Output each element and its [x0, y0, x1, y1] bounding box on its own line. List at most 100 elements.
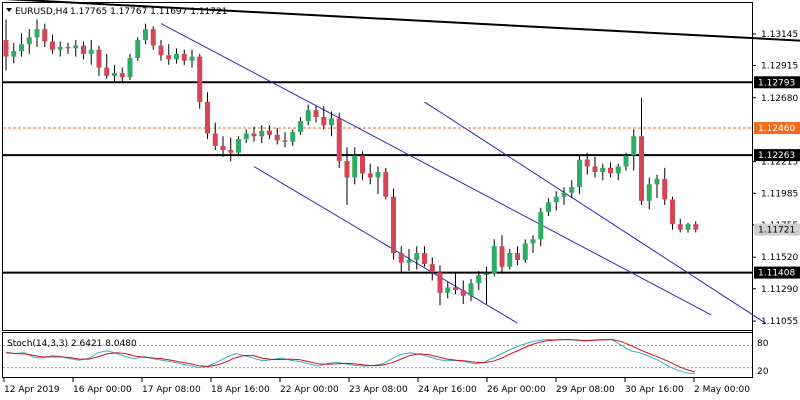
stoch-level-low-label: 20 [757, 367, 769, 377]
bear-candle [367, 173, 373, 178]
x-tick-label: 29 Apr 08:00 [556, 385, 615, 395]
bear-candle [499, 246, 505, 267]
bull-candle [174, 53, 179, 60]
bull-candle [600, 167, 606, 172]
bear-candle [197, 56, 203, 102]
y-tick-label: 1.13145 [761, 30, 798, 40]
ohlc-readout: 1.17765 1.17767 1.11697 1.11721 [70, 7, 227, 17]
bull-candle [476, 275, 482, 284]
bull-candle [577, 159, 582, 188]
x-tick-label: 30 Apr 16:00 [625, 385, 684, 395]
bull-candle [631, 136, 637, 156]
trendlines [4, 0, 800, 324]
bull-candle [290, 132, 296, 142]
bear-candle [104, 67, 110, 76]
bear-candle [267, 130, 272, 135]
bear-candle [360, 155, 365, 174]
bear-candle [344, 161, 350, 178]
bull-candle [259, 130, 265, 137]
level-price-box [754, 149, 800, 162]
bear-candle [205, 101, 210, 134]
bull-candle [491, 246, 497, 274]
bull-candle [522, 243, 528, 260]
bear-candle [437, 272, 443, 293]
bull-candle [538, 211, 544, 240]
level-price-label: 1.11408 [758, 269, 795, 279]
bear-candle [677, 224, 683, 230]
bull-candle [530, 239, 536, 244]
bull-candle [553, 196, 559, 203]
bull-candle [26, 37, 32, 45]
bear-candle [212, 133, 218, 146]
bear-candle [391, 196, 396, 254]
bull-candle [329, 118, 334, 126]
bear-candle [181, 53, 187, 61]
bear-candle [42, 29, 48, 42]
bull-candle [468, 283, 474, 296]
bear-candle [321, 117, 327, 126]
bear-candle [96, 49, 102, 68]
x-tick-label: 16 Apr 00:00 [73, 385, 132, 395]
bear-candle [460, 290, 466, 296]
bull-candle [127, 57, 133, 78]
stoch-label: Stoch(14,3,3) 2.6421 8.0480 [7, 339, 137, 349]
symbol-label: EURUSD,H4 [15, 7, 68, 17]
time-axis: 12 Apr 2019 16 Apr 00:00 17 Apr 08:00 18 Ap… [3, 378, 750, 395]
bull-candle [375, 171, 381, 178]
descending-trendline [4, 0, 800, 42]
bull-candle [484, 273, 489, 276]
stoch-level-high-label: 80 [757, 339, 769, 349]
bear-candle [274, 134, 280, 141]
bear-candle [158, 45, 164, 56]
bear-candle [662, 178, 668, 200]
bear-candle [383, 171, 389, 197]
x-tick-label: 2 May 00:00 [694, 385, 750, 395]
y-tick-label: 1.11520 [761, 253, 798, 263]
bull-candle [654, 178, 660, 185]
chevron-down-icon[interactable] [6, 8, 12, 12]
x-tick-label: 24 Apr 16:00 [418, 385, 477, 395]
bull-candle [445, 287, 451, 293]
bull-candle [569, 187, 575, 193]
y-tick-label: 1.11290 [761, 285, 798, 295]
channel-line [424, 101, 766, 324]
level-price-box [754, 76, 800, 89]
bull-candle [646, 184, 652, 201]
current-price-box [754, 223, 800, 236]
stoch-signal-line [5, 338, 696, 373]
bull-candle [236, 139, 241, 153]
x-tick-label: 26 Apr 00:00 [487, 385, 546, 395]
level-price-box [754, 266, 800, 279]
bull-candle [352, 155, 358, 178]
bear-candle [670, 199, 675, 225]
bear-candle [336, 118, 342, 162]
level-price-label: 1.12263 [758, 151, 795, 161]
bear-candle [398, 253, 404, 263]
price-axis: 1.13145 1.12915 1.12680 1.12215 1.11985 1.117… [752, 30, 800, 327]
bear-candle [119, 73, 125, 78]
bear-candle [639, 136, 644, 201]
bull-candle [11, 51, 17, 57]
bull-candle [73, 45, 79, 49]
bear-candle [693, 224, 699, 230]
current-price-label: 1.11721 [758, 226, 795, 236]
bull-candle [57, 46, 63, 50]
bear-candle [65, 46, 71, 49]
bull-candle [19, 44, 24, 52]
bear-candle [608, 167, 613, 174]
bull-candle [34, 29, 40, 38]
x-tick-label: 22 Apr 00:00 [280, 385, 339, 395]
x-tick-label: 23 Apr 08:00 [349, 385, 408, 395]
bear-candle [166, 55, 172, 60]
channel-line [160, 23, 712, 316]
y-tick-label: 1.12680 [761, 94, 798, 104]
bear-candle [282, 140, 288, 142]
bull-candle [135, 40, 141, 58]
bear-candle [81, 45, 86, 54]
bear-candle [422, 253, 427, 265]
bull-candle [189, 56, 195, 61]
bear-candle [313, 110, 319, 118]
bull-candle [305, 110, 311, 122]
